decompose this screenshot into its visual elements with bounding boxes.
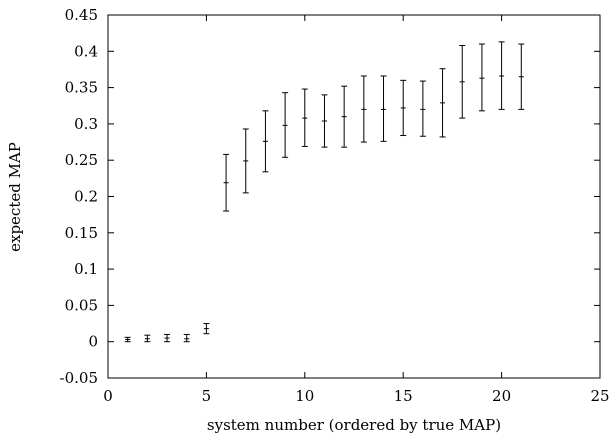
data-point bbox=[380, 75, 387, 142]
y-tick-label: 0.35 bbox=[65, 79, 98, 97]
y-tick-label: -0.05 bbox=[60, 369, 98, 387]
x-tick-label: 10 bbox=[295, 387, 314, 405]
data-point bbox=[478, 43, 485, 112]
data-point bbox=[223, 153, 230, 212]
data-point bbox=[282, 92, 289, 158]
error-bar-points bbox=[124, 41, 525, 343]
y-axis-title: expected MAP bbox=[6, 142, 24, 252]
y-axis-ticks: -0.05 0 0.05 0.1 0.15 0.2 0.25 0.3 0.35 0.4 0.45 bbox=[60, 6, 600, 387]
data-point bbox=[262, 110, 269, 173]
y-tick-label: 0.2 bbox=[74, 188, 98, 206]
data-point bbox=[164, 333, 171, 343]
y-tick-label: 0.45 bbox=[65, 6, 98, 24]
data-point bbox=[203, 323, 210, 335]
data-point bbox=[341, 85, 348, 148]
x-axis-title: system number (ordered by true MAP) bbox=[207, 416, 501, 434]
data-point bbox=[321, 94, 328, 148]
data-point bbox=[518, 43, 525, 110]
x-axis-ticks: 0 5 10 15 20 25 bbox=[103, 15, 610, 405]
data-point bbox=[419, 80, 426, 137]
x-tick-label: 0 bbox=[103, 387, 113, 405]
y-tick-label: 0.4 bbox=[74, 42, 98, 60]
data-point bbox=[459, 44, 466, 119]
plot-frame bbox=[107, 14, 601, 379]
y-tick-label: 0.05 bbox=[65, 296, 98, 314]
y-tick-label: 0.3 bbox=[74, 115, 98, 133]
data-point bbox=[498, 41, 505, 110]
x-tick-label: 25 bbox=[590, 387, 609, 405]
data-point bbox=[144, 334, 151, 343]
y-tick-label: 0.1 bbox=[74, 260, 98, 278]
data-point bbox=[400, 79, 407, 137]
y-tick-label: 0.15 bbox=[65, 224, 98, 242]
data-point bbox=[183, 333, 190, 343]
data-point bbox=[439, 68, 446, 138]
data-point bbox=[360, 75, 367, 143]
data-point bbox=[242, 128, 249, 194]
x-tick-label: 5 bbox=[202, 387, 212, 405]
y-tick-label: 0 bbox=[88, 333, 98, 351]
data-point bbox=[301, 88, 308, 147]
data-point bbox=[124, 336, 131, 343]
x-tick-label: 20 bbox=[492, 387, 511, 405]
x-tick-label: 15 bbox=[394, 387, 413, 405]
y-tick-label: 0.25 bbox=[65, 151, 98, 169]
